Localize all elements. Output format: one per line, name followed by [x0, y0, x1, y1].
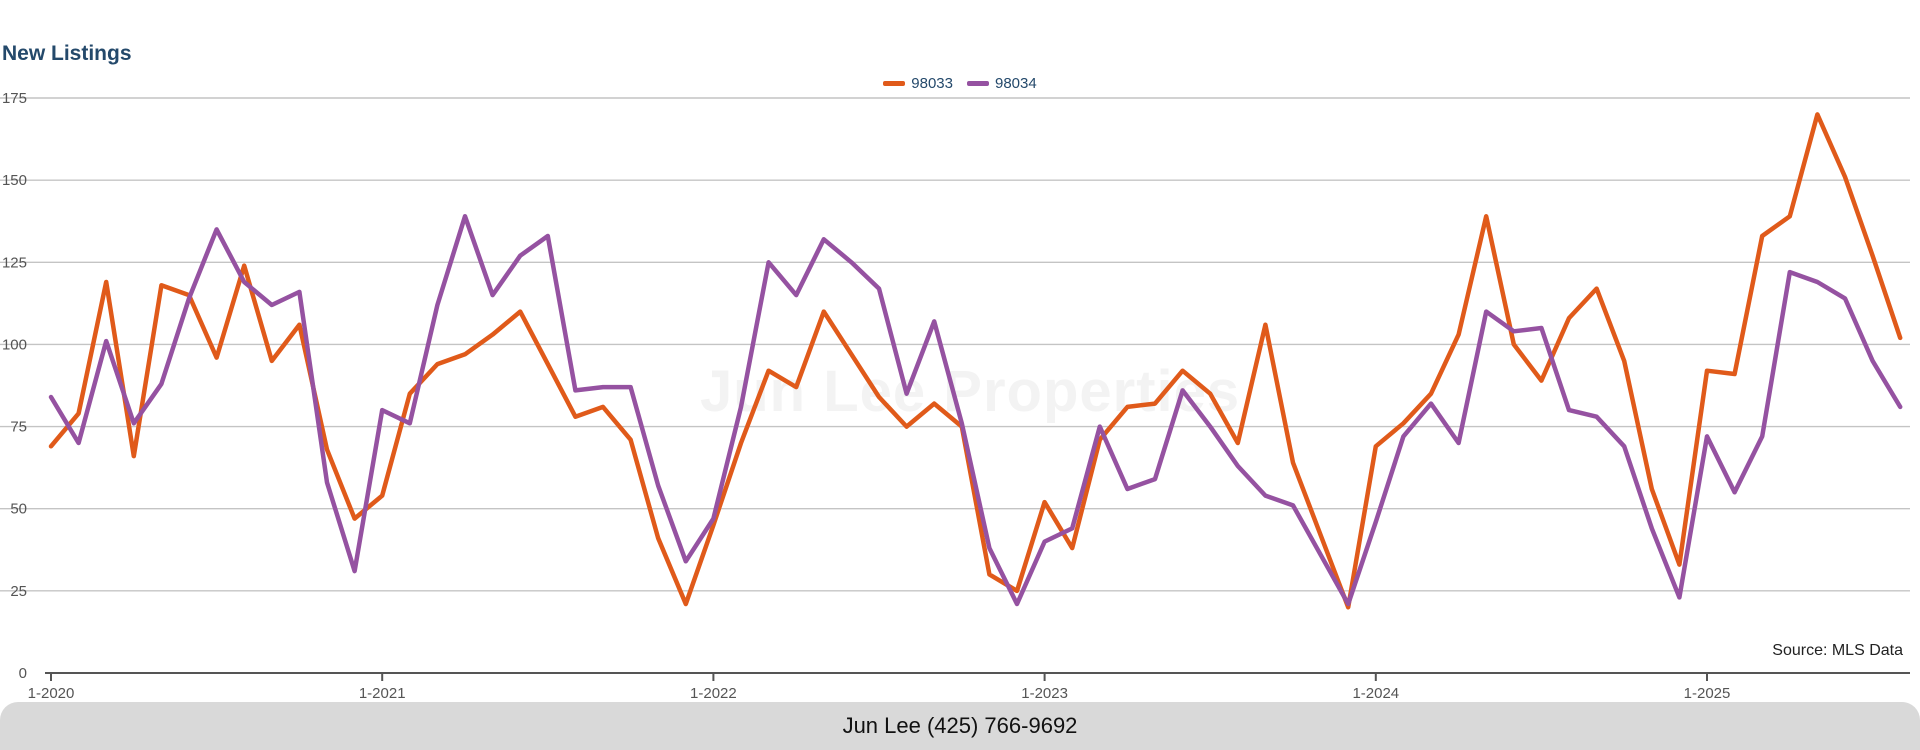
- footer-bar: Jun Lee (425) 766-9692: [0, 702, 1920, 750]
- y-tick-label-75: 75: [10, 419, 27, 436]
- y-tick-label-100: 100: [2, 336, 27, 353]
- y-tick-label-25: 25: [10, 583, 27, 600]
- legend-item-98034[interactable]: 98034: [967, 73, 1037, 93]
- chart-legend: 98033 98034: [0, 73, 1920, 93]
- legend-item-98033[interactable]: 98033: [883, 73, 953, 93]
- series-line-98033[interactable]: [48, 112, 1903, 610]
- source-note: Source: MLS Data: [1772, 642, 1903, 659]
- legend-swatch-98034: [967, 80, 989, 86]
- watermark: Jun Lee Properties: [700, 359, 1241, 424]
- x-tick-label-1-2025: 1-2025: [1684, 685, 1731, 702]
- series-line-98034[interactable]: [48, 214, 1903, 607]
- legend-label-98033: 98033: [911, 74, 953, 92]
- x-tick-label-1-2023: 1-2023: [1021, 685, 1068, 702]
- axis-layer: 0 25 50 75 100 125 150 175 1-2020 1-2021 1-2022 1-2…: [2, 90, 1910, 702]
- y-tick-label-175: 175: [2, 90, 27, 107]
- chart-title: New Listings: [2, 42, 132, 65]
- footer-contact: Jun Lee (425) 766-9692: [842, 713, 1078, 738]
- chart-svg: 0 25 50 75 100 125 150 175 1-2020 1-2021 1-2022 1-2…: [0, 90, 1910, 702]
- x-tick-label-1-2024: 1-2024: [1352, 685, 1399, 702]
- y-tick-label-0: 0: [19, 665, 27, 682]
- y-tick-label-125: 125: [2, 254, 27, 271]
- y-tick-label-150: 150: [2, 172, 27, 189]
- x-tick-label-1-2021: 1-2021: [359, 685, 406, 702]
- series-layer: [48, 112, 1903, 610]
- x-tick-label-1-2020: 1-2020: [28, 685, 75, 702]
- legend-label-98034: 98034: [995, 74, 1037, 92]
- grid-layer: [0, 97, 1910, 592]
- x-tick-label-1-2022: 1-2022: [690, 685, 737, 702]
- legend-swatch-98033: [883, 80, 906, 86]
- y-tick-label-50: 50: [10, 501, 27, 518]
